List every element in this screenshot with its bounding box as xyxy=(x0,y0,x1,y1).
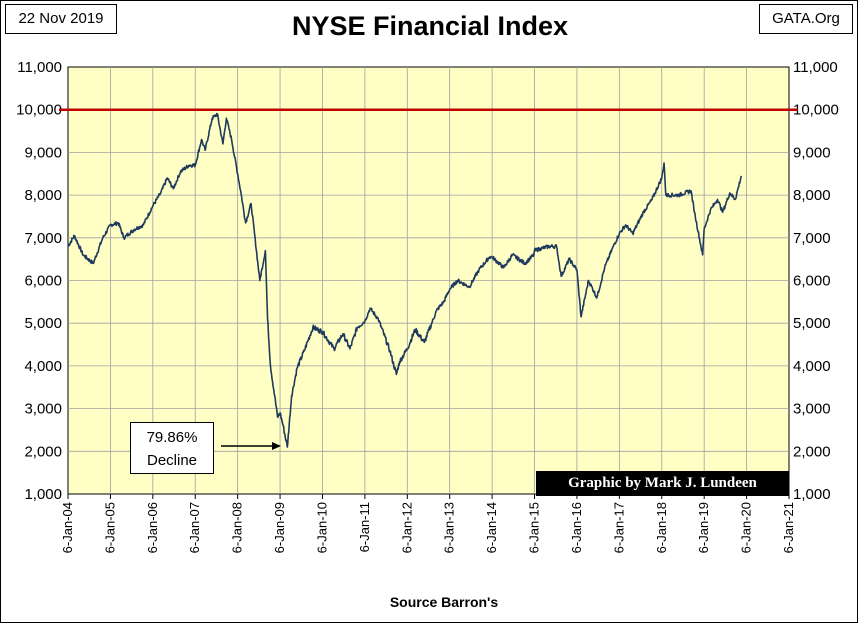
x-tick-label: 6-Jan-04 xyxy=(60,502,75,553)
x-tick-label: 6-Jan-11 xyxy=(357,502,372,552)
site-label: GATA.Org xyxy=(759,4,853,34)
x-tick-label: 6-Jan-16 xyxy=(569,502,584,553)
credit-label: Graphic by Mark J. Lundeen xyxy=(536,471,789,496)
x-tick-label: 6-Jan-19 xyxy=(696,502,711,553)
y-tick-label-left: 5,000 xyxy=(24,315,62,332)
annotation-percent: 79.86% xyxy=(146,429,198,446)
y-tick-label-left: 7,000 xyxy=(24,230,62,247)
x-tick-label: 6-Jan-13 xyxy=(442,502,457,553)
annotation-text: Decline xyxy=(146,452,198,469)
x-tick-label: 6-Jan-06 xyxy=(145,502,160,553)
x-tick-label: 6-Jan-15 xyxy=(527,502,542,553)
y-tick-label-left: 1,000 xyxy=(24,486,62,503)
decline-annotation: 79.86% Decline xyxy=(130,422,214,474)
y-tick-label-right: 6,000 xyxy=(793,273,831,290)
y-tick-label-right: 10,000 xyxy=(793,102,839,119)
x-axis: 6-Jan-04 6-Jan-05 6-Jan-06 6-Jan-07 6-Jan-08… xyxy=(60,494,796,553)
series-line-nyse-financial xyxy=(67,112,743,448)
y-tick-label-right: 5,000 xyxy=(793,315,831,332)
y-axis-left: 1,000 2,000 3,000 4,000 5,000 6,000 7,000 8,000… xyxy=(16,59,62,503)
x-axis-title: Source Barron's xyxy=(389,594,499,610)
date-label: 22 Nov 2019 xyxy=(5,4,117,34)
y-tick-label-left: 11,000 xyxy=(17,59,62,76)
y-tick-label-left: 8,000 xyxy=(24,187,62,204)
y-tick-label-right: 3,000 xyxy=(793,401,831,418)
y-tick-label-right: 11,000 xyxy=(793,59,838,76)
y-tick-label-left: 6,000 xyxy=(24,273,62,290)
x-tick-label: 6-Jan-10 xyxy=(314,502,329,553)
y-tick-label-left: 9,000 xyxy=(24,144,62,161)
y-tick-label-left: 10,000 xyxy=(16,102,62,119)
x-tick-label: 6-Jan-07 xyxy=(187,502,202,553)
y-tick-label-right: 9,000 xyxy=(793,144,831,161)
x-tick-label: 6-Jan-12 xyxy=(399,502,414,553)
x-tick-label: 6-Jan-14 xyxy=(484,502,499,553)
y-tick-label-left: 4,000 xyxy=(24,358,62,375)
y-tick-label-left: 2,000 xyxy=(24,443,62,460)
x-tick-label: 6-Jan-05 xyxy=(102,502,117,553)
x-tick-label: 6-Jan-09 xyxy=(272,502,287,553)
x-tick-label: 6-Jan-18 xyxy=(654,502,669,553)
x-tick-label: 6-Jan-20 xyxy=(739,502,754,553)
y-tick-label-right: 1,000 xyxy=(793,486,831,503)
y-axis-right: 1,000 2,000 3,000 4,000 5,000 6,000 7,000 8,000… xyxy=(793,59,839,503)
y-tick-label-right: 4,000 xyxy=(793,358,831,375)
chart-title: NYSE Financial Index xyxy=(291,11,569,41)
x-tick-label: 6-Jan-21 xyxy=(781,502,796,553)
y-tick-label-right: 2,000 xyxy=(793,443,831,460)
x-tick-label: 6-Jan-08 xyxy=(230,502,245,553)
y-tick-label-right: 8,000 xyxy=(793,187,831,204)
annotation-arrow xyxy=(221,442,281,450)
y-tick-label-left: 3,000 xyxy=(24,401,62,418)
x-tick-label: 6-Jan-17 xyxy=(611,502,626,553)
y-tick-label-right: 7,000 xyxy=(793,230,831,247)
